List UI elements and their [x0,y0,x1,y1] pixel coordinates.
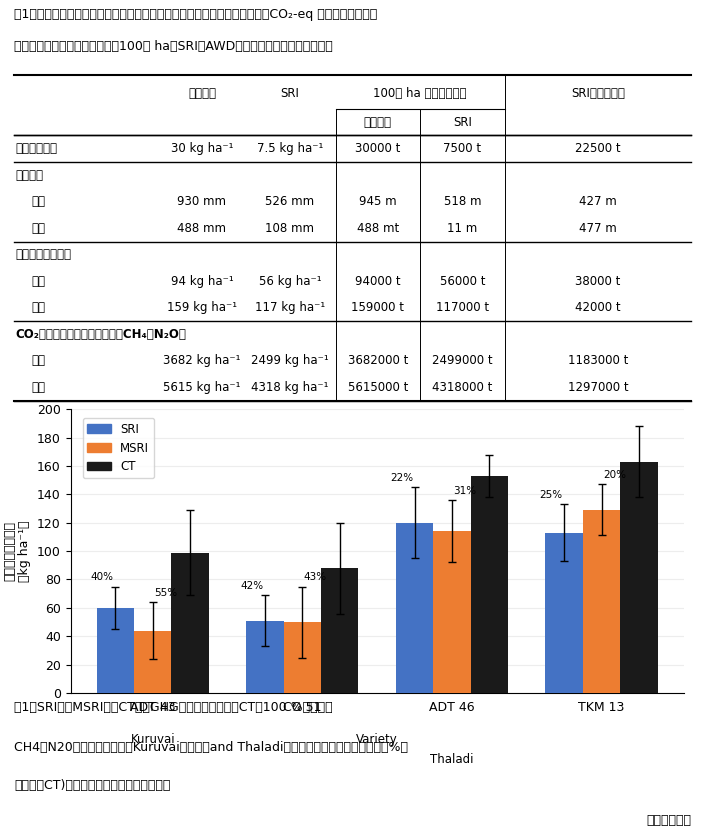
Text: 488 mt: 488 mt [357,222,399,235]
Text: CH4とN20の積算排出量　（Kuruvai（乾期）and Thaladi（雨期））棒グラフ上の数値（%）: CH4とN20の積算排出量 （Kuruvai（乾期）and Thaladi（雨期… [14,741,408,755]
Text: 30000 t: 30000 t [355,142,400,155]
Bar [583,510,620,693]
Text: SRI: SRI [453,116,472,129]
Text: 488 mm: 488 mm [178,222,226,235]
Bar [171,553,209,693]
Text: 乾期: 乾期 [31,195,45,208]
Text: 526 mm: 526 mm [265,195,314,208]
Text: 56 kg ha⁻¹: 56 kg ha⁻¹ [259,275,321,288]
Text: 117 kg ha⁻¹: 117 kg ha⁻¹ [255,301,325,315]
Text: 100万 ha 普及時の効果: 100万 ha 普及時の効果 [374,87,467,99]
Text: 427 m: 427 m [579,195,617,208]
Text: 雨期: 雨期 [31,381,45,394]
Text: 55%: 55% [154,588,178,598]
Text: 灌漑水量: 灌漑水量 [16,169,44,182]
Bar [620,462,658,693]
Text: 5615 kg ha⁻¹: 5615 kg ha⁻¹ [163,381,240,394]
Text: 5615000 t: 5615000 t [348,381,408,394]
Text: 94 kg ha⁻¹: 94 kg ha⁻¹ [171,275,233,288]
Text: （須藤重人）: （須藤重人） [646,813,691,827]
Text: 現地慣行: 現地慣行 [188,87,216,99]
Text: 量の試算（タミルナドュ州の100万 haにSRIとAWDを適用した場合の営農効果）: 量の試算（タミルナドュ州の100万 haにSRIとAWDを適用した場合の営農効果… [14,40,333,53]
Text: 積算メタン排出量: 積算メタン排出量 [16,248,71,261]
Text: 雨期: 雨期 [31,222,45,235]
Text: 3682000 t: 3682000 t [348,355,408,367]
Text: 2499000 t: 2499000 t [432,355,493,367]
Text: 7.5 kg ha⁻¹: 7.5 kg ha⁻¹ [257,142,323,155]
Text: 159000 t: 159000 t [351,301,405,315]
Text: 1183000 t: 1183000 t [568,355,628,367]
Text: 42%: 42% [240,581,264,591]
Text: CO₂換算温室効果ガス排出量（CH₄＋N₂O）: CO₂換算温室効果ガス排出量（CH₄＋N₂O） [16,328,186,341]
Bar [321,568,358,693]
Text: Variety: Variety [356,733,398,746]
Bar [246,620,283,693]
Text: 38000 t: 38000 t [575,275,620,288]
Text: Thaladi: Thaladi [430,752,474,766]
Text: 2499 kg ha⁻¹: 2499 kg ha⁻¹ [251,355,329,367]
Text: 7500 t: 7500 t [443,142,482,155]
Text: 雨期: 雨期 [31,301,45,315]
Text: 518 m: 518 m [443,195,482,208]
Text: 30 kg ha⁻¹: 30 kg ha⁻¹ [171,142,233,155]
Text: 図1　SRI区、MSRI区、CT区のGHG積算排出量比率（CTを100 %とする）: 図1 SRI区、MSRI区、CT区のGHG積算排出量比率（CTを100 %とする… [14,701,333,715]
Bar [434,531,471,693]
Text: 477 m: 477 m [579,222,617,235]
Text: 108 mm: 108 mm [265,222,314,235]
Text: 25%: 25% [539,490,563,500]
Bar [396,523,434,693]
Text: 94000 t: 94000 t [355,275,400,288]
Text: 31%: 31% [453,486,477,496]
Text: 表1　インドにおける稲種もみ使用量、灌漑水量、積算メタン排出量およびCO₂-eq 温室効果ガス排出: 表1 インドにおける稲種もみ使用量、灌漑水量、積算メタン排出量およびCO₂-eq… [14,8,377,22]
Text: 159 kg ha⁻¹: 159 kg ha⁻¹ [167,301,237,315]
Text: SRI: SRI [281,87,300,99]
Text: 945 m: 945 m [359,195,397,208]
Text: 4318000 t: 4318000 t [432,381,493,394]
Text: 117000 t: 117000 t [436,301,489,315]
Text: 22500 t: 22500 t [575,142,620,155]
Text: Kuruvai: Kuruvai [130,733,175,746]
Legend: SRI, MSRI, CT: SRI, MSRI, CT [82,418,154,478]
Bar [546,533,583,693]
Text: 930 mm: 930 mm [178,195,226,208]
Bar [471,476,508,693]
Text: 22%: 22% [390,473,413,483]
Text: 乾期: 乾期 [31,355,45,367]
Text: 4318 kg ha⁻¹: 4318 kg ha⁻¹ [251,381,329,394]
Bar [283,622,321,693]
Text: 42000 t: 42000 t [575,301,620,315]
Text: 種もみ使用量: 種もみ使用量 [16,142,57,155]
Text: 3682 kg ha⁻¹: 3682 kg ha⁻¹ [163,355,240,367]
Y-axis label: メタン積算排出量
（kg ha⁻¹）: メタン積算排出量 （kg ha⁻¹） [4,520,31,582]
Text: 40%: 40% [91,572,114,582]
Text: 56000 t: 56000 t [440,275,485,288]
Text: 20%: 20% [603,470,626,480]
Text: SRIによる効果: SRIによる効果 [571,87,625,99]
Bar [134,630,171,693]
Text: 現地慣行: 現地慣行 [364,116,392,129]
Text: 1297000 t: 1297000 t [568,381,628,394]
Text: は慣行（CT)に対するメタン削減割合を示す: は慣行（CT)に対するメタン削減割合を示す [14,779,171,792]
Bar [97,608,134,693]
Text: 11 m: 11 m [448,222,477,235]
Text: 乾期: 乾期 [31,275,45,288]
Text: 43%: 43% [304,572,327,582]
